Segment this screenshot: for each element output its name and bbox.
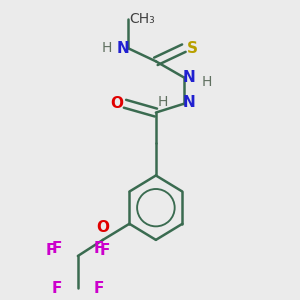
Text: F: F: [52, 241, 62, 256]
Text: CH₃: CH₃: [129, 12, 155, 26]
Text: O: O: [96, 220, 110, 236]
Text: H: H: [202, 75, 212, 89]
Text: N: N: [182, 95, 195, 110]
Text: O: O: [110, 96, 124, 111]
Text: F: F: [93, 241, 104, 256]
Text: F: F: [100, 243, 110, 258]
Text: H: H: [157, 95, 168, 109]
Text: F: F: [93, 281, 104, 296]
Text: F: F: [52, 281, 62, 296]
Text: S: S: [187, 40, 198, 56]
Text: N: N: [117, 40, 129, 56]
Text: F: F: [45, 243, 56, 258]
Text: N: N: [182, 70, 195, 85]
Text: H: H: [101, 41, 112, 55]
